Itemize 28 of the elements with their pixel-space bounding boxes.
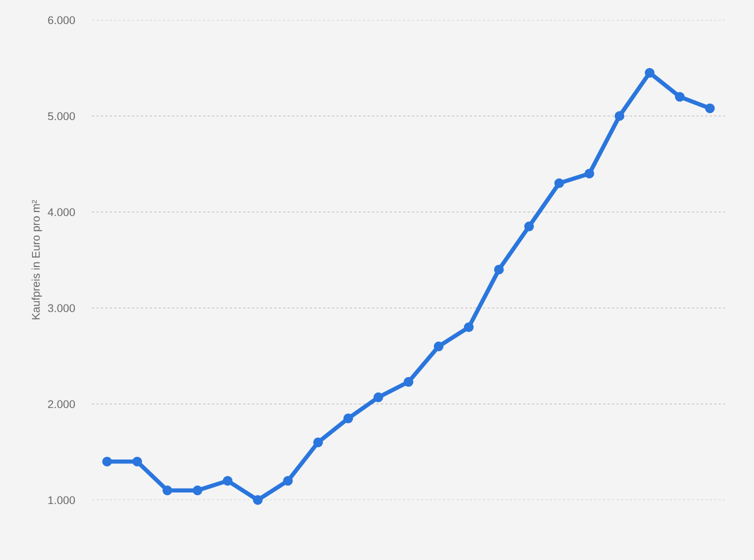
point [283, 476, 293, 486]
point [373, 392, 384, 402]
point [102, 456, 112, 466]
point [584, 168, 594, 178]
y-tick-label: 3.000 [48, 304, 75, 312]
point [614, 111, 624, 121]
point [313, 438, 323, 448]
point [192, 486, 202, 496]
point [464, 322, 474, 332]
point [705, 103, 715, 114]
y-tick-label: 5.000 [48, 112, 75, 120]
point [252, 495, 263, 505]
point [674, 92, 685, 102]
point [222, 476, 233, 486]
y-axis-title: Kaufpreis in Euro pro m² [32, 200, 42, 320]
point [132, 456, 142, 466]
point [434, 342, 444, 352]
y-tick-label: 1.000 [48, 496, 75, 504]
y-tick-label: 2.000 [48, 400, 75, 408]
point [644, 68, 655, 78]
y-tick-label: 4.000 [48, 208, 75, 216]
point [343, 414, 354, 424]
point [162, 486, 172, 496]
point [494, 264, 504, 274]
point [404, 377, 414, 387]
point [554, 178, 564, 188]
point [524, 222, 534, 232]
y-tick-label: 6.000 [48, 16, 75, 24]
